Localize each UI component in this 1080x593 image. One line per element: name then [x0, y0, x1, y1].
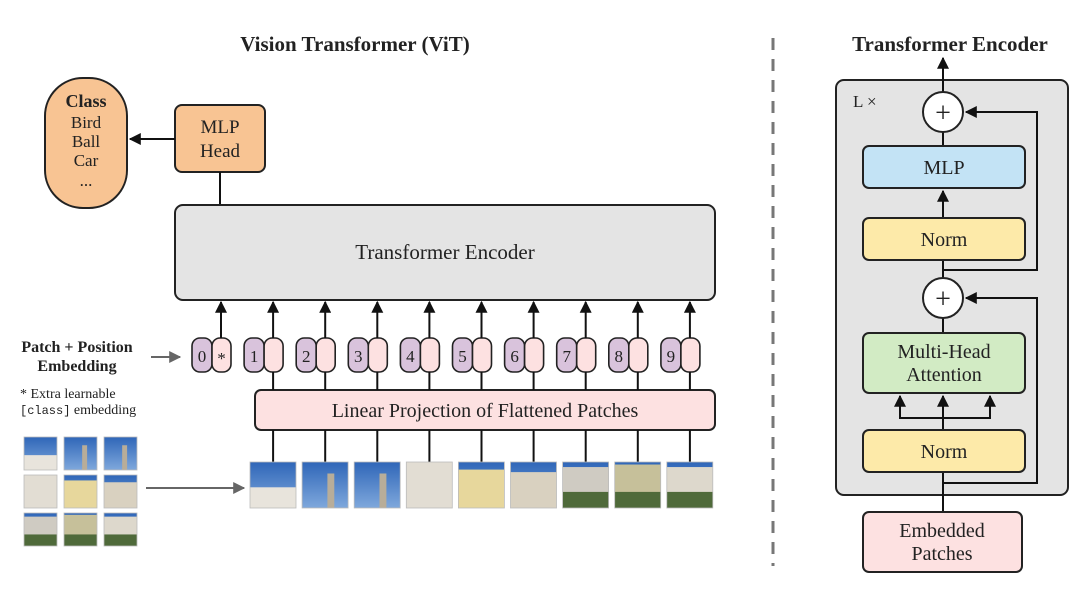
position-number: 7	[562, 347, 571, 366]
image-patch	[353, 461, 401, 509]
position-number: 2	[302, 347, 311, 366]
token-pair: 9	[660, 300, 701, 462]
patch-embedding	[471, 337, 493, 373]
position-number: 4	[406, 347, 415, 366]
norm-block-top: Norm	[862, 217, 1026, 261]
mlp-head: MLP Head	[174, 104, 266, 173]
class-item: Bird	[71, 113, 102, 132]
mlp-head-label: Head	[200, 141, 241, 162]
token-pair: 1	[243, 300, 284, 462]
position-number: 8	[615, 347, 624, 366]
patch-embedding	[680, 337, 701, 373]
token-pair: 4	[399, 300, 441, 462]
residual-add-top: +	[922, 91, 964, 133]
class-heading: Class	[65, 91, 106, 111]
patch-embedding	[263, 337, 284, 373]
image-patch	[23, 512, 58, 547]
image-patch	[249, 461, 297, 509]
encoder-label: Transformer Encoder	[355, 240, 534, 264]
repeat-label: L ×	[853, 92, 877, 111]
image-patch	[63, 512, 98, 547]
image-patch	[301, 461, 349, 509]
residual-add-bottom: +	[922, 277, 964, 319]
plus-icon: +	[935, 284, 951, 315]
image-patch	[103, 512, 138, 547]
extra-note: * Extra learnable	[20, 387, 116, 402]
norm-label: Norm	[921, 229, 968, 251]
image-patch	[614, 461, 662, 509]
patch-embedding	[419, 337, 441, 373]
position-number: 3	[354, 347, 363, 366]
image-patch	[63, 436, 98, 471]
class-token-marker: *	[217, 349, 226, 368]
token-pair: 2	[295, 300, 337, 462]
token-pair: 6	[503, 300, 545, 462]
embedded-patches-block: Embedded Patches	[862, 511, 1023, 573]
mlp-head-label: MLP	[200, 117, 239, 138]
extra-note: [class] embedding	[20, 403, 136, 418]
patch-embedding	[523, 337, 545, 373]
position-number: 0	[198, 347, 207, 366]
class-item: Car	[74, 151, 99, 170]
encoder-detail-title: Transformer Encoder	[852, 32, 1048, 56]
position-number: 9	[667, 347, 676, 366]
input-label: Patches	[911, 543, 972, 565]
position-number: 6	[510, 347, 519, 366]
linear-projection: Linear Projection of Flattened Patches	[254, 389, 716, 431]
image-patch	[23, 436, 58, 471]
position-number: 5	[458, 347, 467, 366]
embedding-label: Embedding	[37, 358, 116, 375]
image-patch	[103, 474, 138, 509]
image-patch	[63, 474, 98, 509]
token-pair: 8	[607, 300, 649, 462]
mlp-label: MLP	[923, 157, 964, 179]
patch-embedding	[575, 337, 597, 373]
image-patch	[457, 461, 505, 509]
mlp-block: MLP	[862, 145, 1026, 189]
token-pair: 0 *	[191, 300, 232, 373]
attention-block: Multi-Head Attention	[862, 332, 1026, 394]
projection-label: Linear Projection of Flattened Patches	[332, 400, 639, 422]
norm-label: Norm	[921, 441, 968, 463]
token-pair: 3	[347, 300, 389, 462]
image-patch	[23, 474, 58, 509]
input-label: Embedded	[899, 520, 985, 542]
image-patch	[405, 461, 453, 509]
connectors	[894, 56, 1038, 512]
image-patch	[666, 461, 714, 509]
token-pair: 5	[451, 300, 493, 462]
vit-title: Vision Transformer (ViT)	[240, 32, 469, 56]
patch-embedding	[315, 337, 337, 373]
token-pair: 7	[555, 300, 597, 462]
attention-label: Multi-Head	[897, 341, 990, 363]
image-patch	[510, 461, 557, 509]
class-item: ...	[80, 171, 93, 190]
class-output: Class Bird Ball Car ...	[44, 77, 128, 209]
transformer-encoder-block: Transformer Encoder	[174, 204, 716, 301]
attention-label: Attention	[906, 364, 982, 386]
patch-embedding	[367, 337, 389, 373]
plus-icon: +	[935, 98, 951, 129]
patch-embedding	[627, 337, 649, 373]
position-number: 1	[250, 347, 259, 366]
embedding-label: Patch + Position	[21, 339, 132, 356]
norm-block-bottom: Norm	[862, 429, 1026, 473]
class-item: Ball	[72, 132, 101, 151]
image-patch	[103, 436, 138, 471]
image-patch	[562, 461, 609, 509]
